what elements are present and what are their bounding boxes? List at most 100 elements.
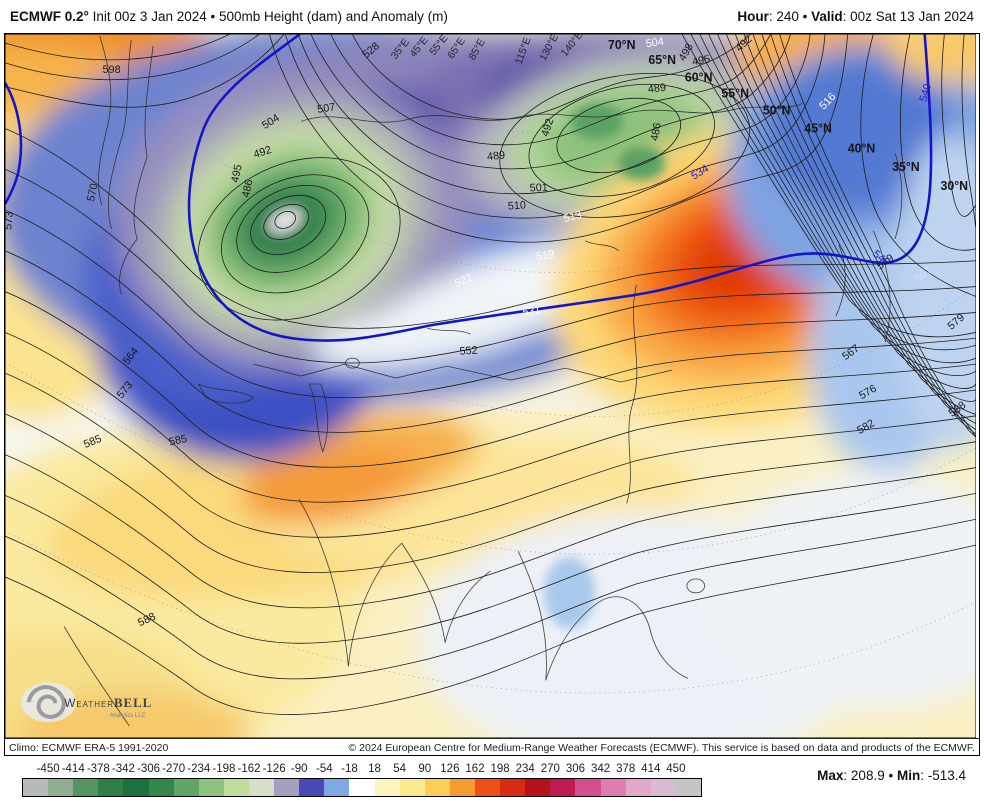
colorbar-segment bbox=[48, 779, 74, 796]
colorbar-tick: -342 bbox=[111, 763, 135, 775]
colorbar-tick: -378 bbox=[86, 763, 110, 775]
colorbar-tick: 18 bbox=[368, 763, 381, 775]
colorbar-tick: -54 bbox=[316, 763, 333, 775]
colorbar-tick: -234 bbox=[187, 763, 211, 775]
map-label: 486 bbox=[649, 122, 664, 142]
map-label: 507 bbox=[316, 101, 336, 115]
colorbar-tick: 306 bbox=[565, 763, 586, 775]
colorbar-segment bbox=[274, 779, 300, 796]
map-label: 495 bbox=[691, 53, 711, 68]
colorbar-segment bbox=[148, 779, 174, 796]
legend: -450 -414 -378 -342 -306 -270 -234 -198 -162 -126… bbox=[0, 760, 984, 808]
colorbar-segment bbox=[625, 779, 651, 796]
colorbar-segment bbox=[198, 779, 224, 796]
weatherbell-logo: WeatherBELL Analytics LLC bbox=[20, 682, 152, 723]
map-label: 30°N bbox=[941, 179, 969, 193]
colorbar-tick-labels: -450 -414 -378 -342 -306 -270 -234 -198 -162 -126… bbox=[0, 763, 740, 777]
colorbar-tick: 126 bbox=[440, 763, 460, 775]
colorbar-tick: 270 bbox=[540, 763, 560, 775]
colorbar-segment bbox=[550, 779, 576, 796]
copyright-note: © 2024 European Centre for Medium-Range … bbox=[348, 741, 975, 754]
colorbar-segment bbox=[173, 779, 199, 796]
colorbar-segment bbox=[525, 779, 551, 796]
model-name: ECMWF 0.2° bbox=[10, 9, 89, 24]
map-label: 573 bbox=[5, 211, 16, 230]
map-label: 55°N bbox=[721, 87, 749, 101]
colorbar-tick: 342 bbox=[590, 763, 611, 775]
colorbar-tick: 90 bbox=[418, 763, 432, 775]
colorbar-tick: -18 bbox=[341, 763, 358, 775]
colorbar-segment bbox=[349, 779, 375, 796]
colorbar-tick: 450 bbox=[666, 763, 686, 775]
colorbar-tick: -90 bbox=[290, 763, 308, 775]
colorbar-segment bbox=[98, 779, 124, 796]
colorbar-segment bbox=[23, 779, 49, 796]
map-label: 510 bbox=[507, 199, 526, 212]
colorbar-segment bbox=[123, 779, 149, 796]
map-label: 552 bbox=[459, 345, 478, 358]
colorbar-tick: -162 bbox=[237, 763, 261, 775]
colorbar-segment bbox=[399, 779, 425, 796]
colorbar-segment bbox=[299, 779, 325, 796]
max-min-readout: Max: 208.9 • Min: -513.4 bbox=[817, 768, 966, 783]
colorbar-tick: 198 bbox=[490, 763, 510, 775]
map-label: 489 bbox=[647, 82, 666, 96]
colorbar-tick: 54 bbox=[393, 763, 407, 775]
caption-bar: Climo: ECMWF ERA-5 1991-2020 © 2024 Euro… bbox=[5, 738, 979, 755]
colorbar-tick: -270 bbox=[162, 763, 186, 775]
colorbar-segment bbox=[675, 779, 701, 796]
colorbar bbox=[22, 778, 702, 797]
map-label: 60°N bbox=[685, 71, 713, 85]
colorbar-tick: 378 bbox=[616, 763, 636, 775]
colorbar-tick: 162 bbox=[465, 763, 485, 775]
init-info: Init 00z 3 Jan 2024 • 500mb Height (dam)… bbox=[88, 9, 448, 24]
colorbar-segment bbox=[449, 779, 475, 796]
map-label: 40°N bbox=[848, 141, 876, 155]
map-label: 540 bbox=[918, 82, 934, 103]
map-label: 570 bbox=[85, 182, 100, 202]
colorbar-segment bbox=[424, 779, 450, 796]
colorbar-segment bbox=[575, 779, 601, 796]
map-label: 35°N bbox=[892, 160, 920, 174]
map-label: 65°N bbox=[648, 53, 676, 67]
header: ECMWF 0.2° Init 00z 3 Jan 2024 • 500mb H… bbox=[0, 0, 984, 33]
map-frame: 598 528 570 573 564 573 585 585 588 552 531 522 519 5… bbox=[4, 33, 980, 756]
climo-note: Climo: ECMWF ERA-5 1991-2020 bbox=[9, 741, 169, 754]
map-label: 489 bbox=[486, 149, 505, 163]
colorbar-segment bbox=[500, 779, 526, 796]
colorbar-tick: -306 bbox=[137, 763, 161, 775]
map-label: 519 bbox=[535, 248, 555, 263]
colorbar-tick: -126 bbox=[262, 763, 286, 775]
header-valid: Hour: 240 • Valid: 00z Sat 13 Jan 2024 bbox=[737, 9, 974, 24]
colorbar-tick: -450 bbox=[36, 763, 60, 775]
colorbar-tick: -198 bbox=[212, 763, 236, 775]
map-label: 486 bbox=[240, 178, 255, 198]
colorbar-segment bbox=[650, 779, 676, 796]
map-label: 531 bbox=[522, 304, 542, 318]
map-label: 501 bbox=[530, 182, 548, 195]
map-label: 598 bbox=[103, 64, 121, 76]
height-contours bbox=[5, 34, 976, 715]
colorbar-tick: -414 bbox=[61, 763, 85, 775]
svg-text:Analytics LLC: Analytics LLC bbox=[110, 713, 147, 719]
map-label: 492 bbox=[539, 117, 556, 138]
map-label: 45°N bbox=[804, 121, 832, 135]
map-label: 70°N bbox=[608, 38, 636, 52]
colorbar-segment bbox=[223, 779, 249, 796]
colorbar-segment bbox=[248, 779, 275, 796]
colorbar-segment bbox=[474, 779, 501, 796]
colorbar-tick: 234 bbox=[515, 763, 535, 775]
map-label: 495 bbox=[229, 163, 244, 183]
map-label: 492 bbox=[252, 144, 273, 161]
anomaly-shading bbox=[5, 34, 976, 738]
colorbar-segment bbox=[73, 779, 99, 796]
map-label: 504 bbox=[645, 36, 665, 50]
colorbar-segment bbox=[374, 779, 400, 796]
coastlines-borders bbox=[63, 35, 903, 727]
map-label: 513 bbox=[562, 209, 582, 225]
colorbar-segment bbox=[600, 779, 626, 796]
svg-text:WeatherBELL: WeatherBELL bbox=[64, 696, 152, 710]
map-label: 585 bbox=[168, 433, 188, 449]
